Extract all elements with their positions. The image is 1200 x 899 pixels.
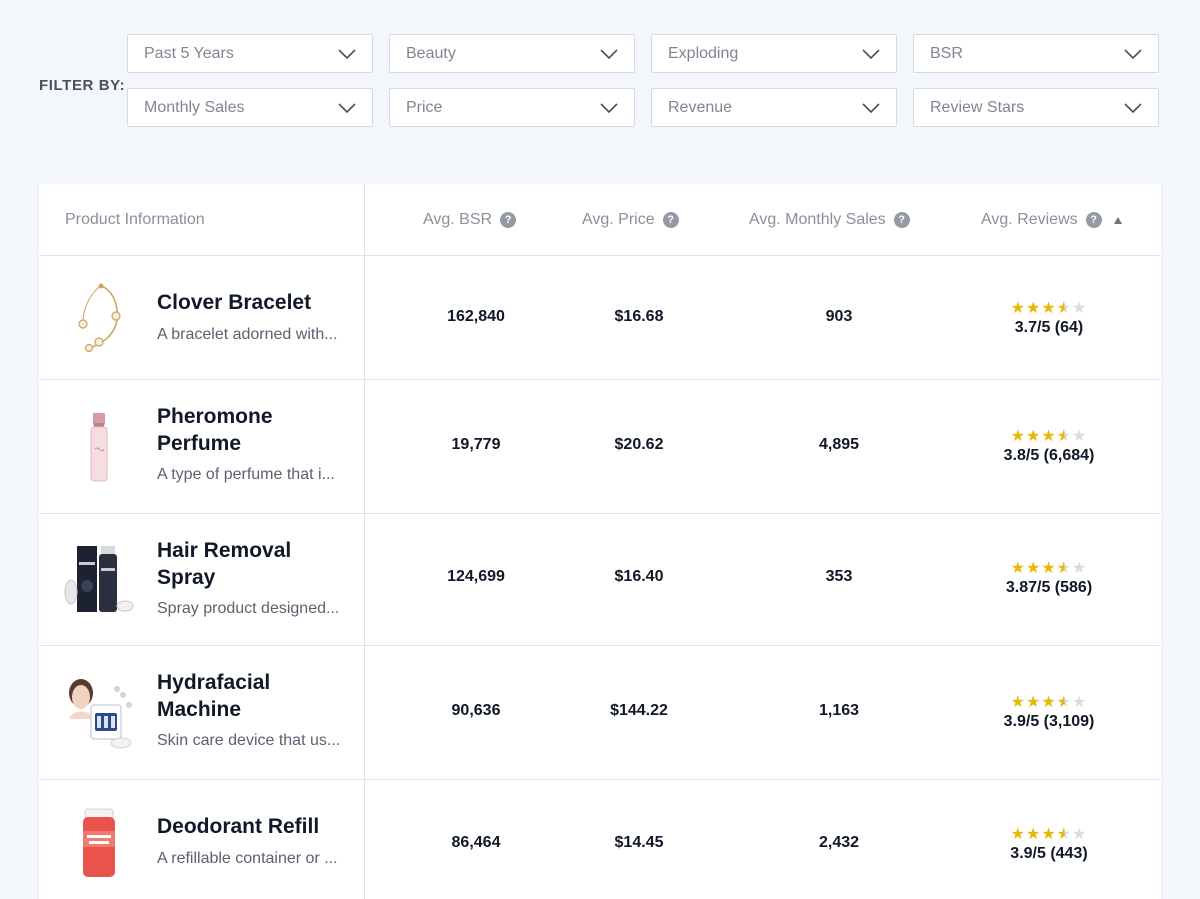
filter-by-label: FILTER BY: xyxy=(39,77,126,94)
avg-monthly-sales-value: 1,163 xyxy=(818,702,860,719)
sort-ascending-icon[interactable] xyxy=(1113,216,1122,224)
dropdown-value: Exploding xyxy=(668,44,739,62)
rating-text: 3.9/5 (443) xyxy=(1010,845,1088,862)
product-description: A bracelet adorned with... xyxy=(157,326,338,343)
growth-dropdown[interactable]: Exploding xyxy=(651,34,897,73)
header-label: Avg. BSR xyxy=(423,211,493,228)
header-avg-monthly-sales[interactable]: Avg. Monthly Sales ? xyxy=(749,184,910,256)
avg-bsr-value: 124,699 xyxy=(447,568,505,585)
star-rating: ★★★★★ xyxy=(1010,300,1088,317)
dropdown-value: BSR xyxy=(930,44,963,62)
spray-image xyxy=(64,546,134,612)
product-name[interactable]: Pheromone Perfume xyxy=(157,405,273,455)
avg-price-value: $144.22 xyxy=(610,702,668,719)
price-dropdown[interactable]: Price xyxy=(389,88,635,127)
header-label: Avg. Price xyxy=(582,211,655,228)
avg-reviews-cell: ★★★★★ 3.8/5 (6,684) xyxy=(979,429,1119,465)
column-divider xyxy=(364,184,365,899)
time-range-dropdown[interactable]: Past 5 Years xyxy=(127,34,373,73)
perfume-image xyxy=(90,413,108,482)
chevron-down-icon xyxy=(338,102,356,113)
help-icon[interactable]: ? xyxy=(1085,212,1102,228)
chevron-down-icon xyxy=(600,48,618,59)
star-rating: ★★★★★ xyxy=(1010,560,1088,577)
chevron-down-icon xyxy=(600,102,618,113)
chevron-down-icon xyxy=(338,48,356,59)
header-label: Product Information xyxy=(65,211,205,228)
rating-text: 3.8/5 (6,684) xyxy=(1003,447,1095,464)
products-table: Product Information Avg. BSR ? Avg. Pric… xyxy=(39,184,1161,899)
chevron-down-icon xyxy=(1124,102,1142,113)
table-row[interactable]: Hair Removal Spray Spray product designe… xyxy=(39,514,1161,646)
chevron-down-icon xyxy=(862,102,880,113)
avg-monthly-sales-value: 2,432 xyxy=(818,834,860,851)
star-rating: ★★★★★ xyxy=(1010,826,1088,843)
deodorant-image xyxy=(83,808,115,877)
product-description: A type of perfume that i... xyxy=(157,466,335,483)
avg-price-value: $14.45 xyxy=(614,834,664,851)
avg-reviews-cell: ★★★★★ 3.9/5 (443) xyxy=(979,827,1119,863)
avg-reviews-cell: ★★★★★ 3.87/5 (586) xyxy=(979,561,1119,597)
header-avg-reviews[interactable]: Avg. Reviews ? xyxy=(981,184,1122,256)
dropdown-value: Monthly Sales xyxy=(144,98,245,116)
help-icon[interactable]: ? xyxy=(662,212,679,228)
avg-monthly-sales-value: 353 xyxy=(825,568,853,585)
star-rating: ★★★★★ xyxy=(1010,428,1088,445)
chevron-down-icon xyxy=(862,48,880,59)
revenue-dropdown[interactable]: Revenue xyxy=(651,88,897,127)
product-name[interactable]: Clover Bracelet xyxy=(157,291,312,314)
help-icon[interactable]: ? xyxy=(893,212,910,228)
dropdown-value: Past 5 Years xyxy=(144,44,234,62)
avg-bsr-value: 19,779 xyxy=(451,436,501,453)
bracelet-image xyxy=(78,283,121,353)
table-row[interactable]: Clover Bracelet A bracelet adorned with.… xyxy=(39,256,1161,380)
avg-bsr-value: 90,636 xyxy=(451,702,501,719)
rating-text: 3.87/5 (586) xyxy=(1005,579,1093,596)
category-dropdown[interactable]: Beauty xyxy=(389,34,635,73)
dropdown-value: Revenue xyxy=(668,98,733,116)
monthly-sales-dropdown[interactable]: Monthly Sales xyxy=(127,88,373,127)
product-name[interactable]: Deodorant Refill xyxy=(157,815,320,838)
avg-reviews-cell: ★★★★★ 3.7/5 (64) xyxy=(979,301,1119,337)
avg-bsr-value: 86,464 xyxy=(451,834,501,851)
avg-monthly-sales-value: 4,895 xyxy=(818,436,860,453)
help-icon[interactable]: ? xyxy=(500,212,517,228)
header-avg-price[interactable]: Avg. Price ? xyxy=(582,184,679,256)
header-label: Avg. Reviews xyxy=(981,211,1078,228)
header-label: Avg. Monthly Sales xyxy=(749,211,886,228)
review-stars-dropdown[interactable]: Review Stars xyxy=(913,88,1159,127)
bsr-dropdown[interactable]: BSR xyxy=(913,34,1159,73)
avg-price-value: $20.62 xyxy=(614,436,664,453)
rating-text: 3.7/5 (64) xyxy=(1014,319,1084,336)
table-row[interactable]: Deodorant Refill A refillable container … xyxy=(39,780,1161,899)
avg-reviews-cell: ★★★★★ 3.9/5 (3,109) xyxy=(979,695,1119,731)
product-description: Spray product designed... xyxy=(157,600,340,617)
header-avg-bsr[interactable]: Avg. BSR ? xyxy=(423,184,517,256)
chevron-down-icon xyxy=(1124,48,1142,59)
avg-price-value: $16.68 xyxy=(614,308,664,325)
star-rating: ★★★★★ xyxy=(1010,694,1088,711)
dropdown-value: Price xyxy=(406,98,443,116)
avg-price-value: $16.40 xyxy=(614,568,664,585)
avg-bsr-value: 162,840 xyxy=(447,308,505,325)
product-name[interactable]: Hair Removal Spray xyxy=(157,539,292,589)
table-row[interactable]: Hydrafacial Machine Skin care device tha… xyxy=(39,646,1161,780)
product-name[interactable]: Hydrafacial Machine xyxy=(157,671,271,721)
product-description: A refillable container or ... xyxy=(157,850,338,867)
machine-image xyxy=(69,679,132,749)
rating-text: 3.9/5 (3,109) xyxy=(1003,713,1095,730)
avg-monthly-sales-value: 903 xyxy=(825,308,853,325)
dropdown-value: Beauty xyxy=(406,44,456,62)
product-description: Skin care device that us... xyxy=(157,732,341,749)
table-header: Product Information Avg. BSR ? Avg. Pric… xyxy=(39,184,1161,256)
header-product-information: Product Information xyxy=(65,184,205,256)
dropdown-value: Review Stars xyxy=(930,98,1025,116)
table-row[interactable]: Pheromone Perfume A type of perfume that… xyxy=(39,380,1161,514)
